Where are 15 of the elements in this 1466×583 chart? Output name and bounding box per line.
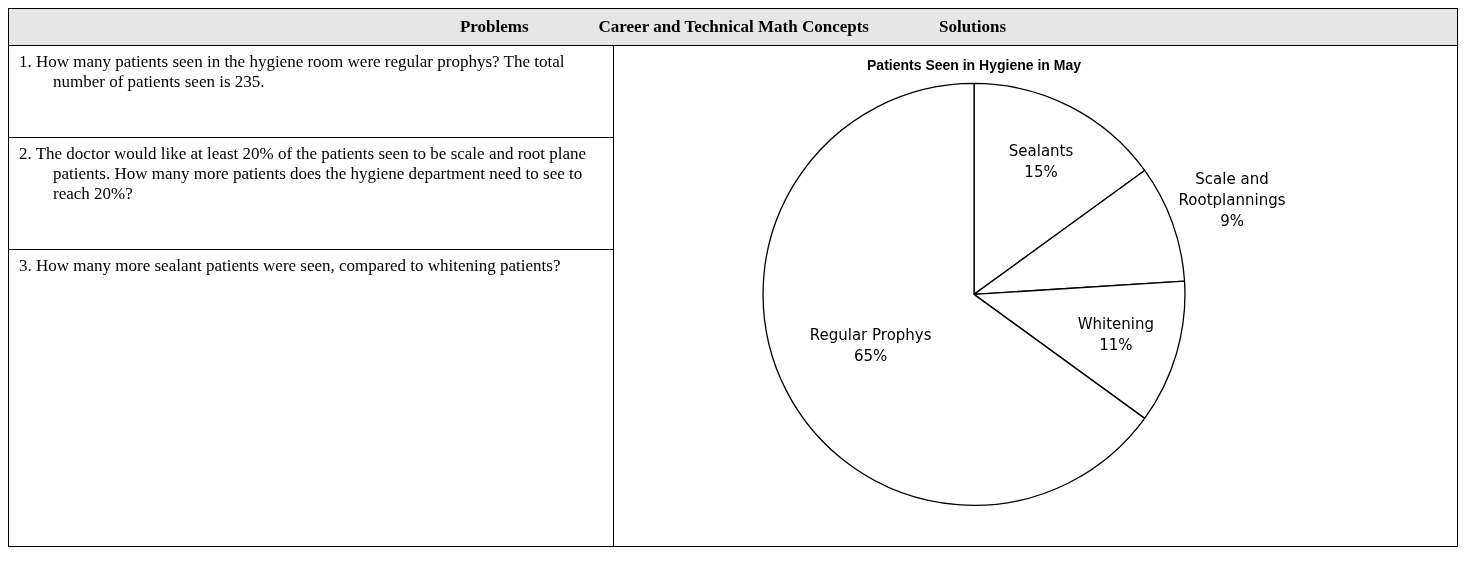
slice-label: Regular Prophys bbox=[809, 326, 932, 345]
slice-label: Sealants bbox=[1008, 142, 1074, 161]
slice-label: Whitening bbox=[1077, 314, 1154, 333]
text: 1. How many patients seen in the hygiene room were regular prophys? The total number of patients seen is 235. bbox=[19, 52, 566, 92]
category-label: Career and Technical Math Concepts bbox=[598, 17, 869, 37]
category-label: Solutions bbox=[938, 17, 1007, 37]
text: 2. The doctor would like at least 20% of the patients seen to be scale and root plane patients. How many more patients does the hygiene department need to see to reach 20%? bbox=[19, 144, 588, 204]
text: 3. How many more sealant patients were seen, compared to whitening patients? bbox=[19, 256, 562, 276]
data-label: 15% bbox=[1024, 163, 1058, 182]
data-label: 65% bbox=[853, 347, 888, 366]
data-label: 11% bbox=[1099, 335, 1133, 354]
data-label: 9% bbox=[1220, 212, 1244, 231]
slice-label: Scale and Rootplannings bbox=[1178, 170, 1286, 210]
category-label: Problems bbox=[459, 17, 529, 37]
chart-title: Patients Seen in Hygiene in May bbox=[867, 57, 1082, 74]
